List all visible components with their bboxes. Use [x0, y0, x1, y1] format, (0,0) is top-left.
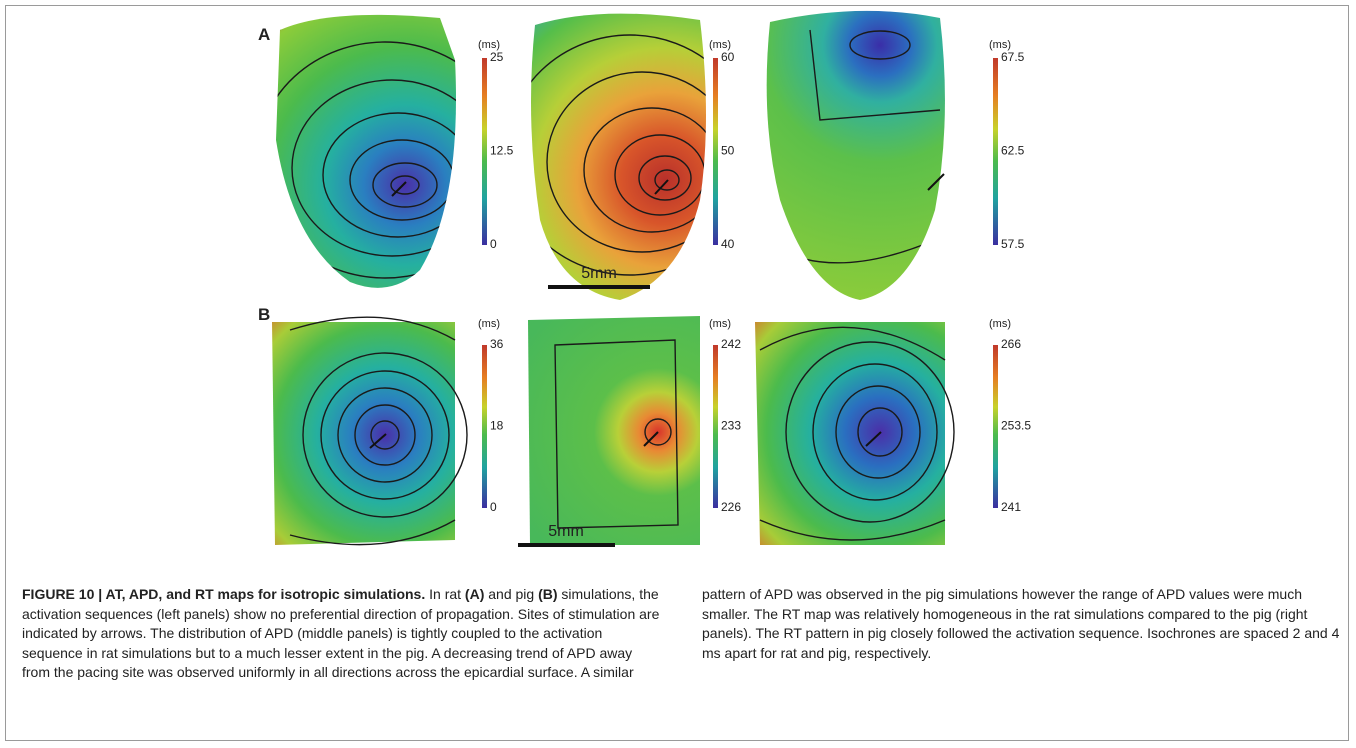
- colorbar: [482, 345, 487, 508]
- colorbar-tick-label: 242: [721, 337, 741, 351]
- map: [272, 317, 467, 545]
- colorbar-tick-label: 266: [1001, 337, 1021, 351]
- colorbar: [713, 58, 718, 245]
- caption: FIGURE 10 | AT, APD, and RT maps for iso…: [22, 585, 1340, 683]
- colorbar: [993, 58, 998, 245]
- colorbar-tick-label: 0: [490, 500, 497, 514]
- colorbar-tick-label: 241: [1001, 500, 1021, 514]
- colorbar-unit: (ms): [989, 318, 1011, 330]
- colorbar-tick-label: 0: [490, 237, 497, 251]
- colorbar-tick-label: 50: [721, 144, 735, 158]
- scale-label: 5mm: [581, 265, 617, 282]
- colorbar-tick-label: 36: [490, 337, 504, 351]
- map: [755, 322, 954, 545]
- colorbar-tick-label: 40: [721, 237, 735, 251]
- colorbar-unit: (ms): [709, 318, 731, 330]
- colorbar-tick-label: 67.5: [1001, 50, 1025, 64]
- caption-text: and pig: [488, 586, 534, 602]
- panel-label: A: [258, 25, 270, 44]
- colorbar: [482, 58, 487, 245]
- caption-ref: (A): [465, 586, 484, 602]
- page: Figure 10 html, body { margin: 0; paddin…: [0, 0, 1356, 748]
- colorbar: [713, 345, 718, 508]
- colorbar-tick-label: 12.5: [490, 144, 514, 158]
- colorbar-tick-label: 60: [721, 50, 735, 64]
- colorbar-tick-label: 62.5: [1001, 144, 1025, 158]
- colorbar-tick-label: 18: [490, 419, 504, 433]
- map: [767, 11, 945, 300]
- caption-text: In rat: [429, 586, 461, 602]
- colorbar-tick-label: 25: [490, 50, 504, 64]
- panel-label: B: [258, 305, 270, 324]
- colorbar-tick-label: 253.5: [1001, 419, 1031, 433]
- colorbar-tick-label: 226: [721, 500, 741, 514]
- colorbar-unit: (ms): [478, 318, 500, 330]
- caption-title: FIGURE 10 | AT, APD, and RT maps for iso…: [22, 586, 425, 602]
- colorbar-tick-label: 233: [721, 419, 741, 433]
- scale-label: 5mm: [548, 523, 584, 540]
- body: A 5mm B: [0, 0, 1356, 748]
- colorbar: [993, 345, 998, 508]
- caption-ref: (B): [538, 586, 557, 602]
- colorbar-tick-label: 57.5: [1001, 237, 1025, 251]
- figure: A 5mm B: [0, 0, 1356, 580]
- map: [528, 316, 700, 545]
